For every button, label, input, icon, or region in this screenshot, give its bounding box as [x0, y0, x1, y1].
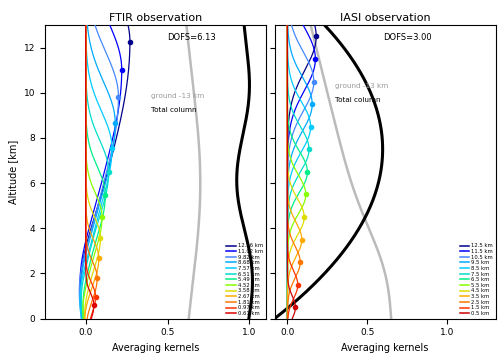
X-axis label: Averaging kernels: Averaging kernels — [112, 343, 199, 353]
Y-axis label: Altitude [km]: Altitude [km] — [8, 140, 18, 204]
Text: Total column: Total column — [151, 107, 197, 113]
Text: DOFS=3.00: DOFS=3.00 — [383, 33, 432, 42]
Title: FTIR observation: FTIR observation — [109, 13, 202, 23]
Legend: 12.5 km, 11.5 km, 10.5 km, 9.5 km, 8.5 km, 7.5 km, 6.5 km, 5.5 km, 4.5 km, 3.5 k: 12.5 km, 11.5 km, 10.5 km, 9.5 km, 8.5 k… — [460, 243, 493, 316]
Text: ground -13 km: ground -13 km — [336, 83, 388, 89]
Title: IASI observation: IASI observation — [340, 13, 430, 23]
Text: Total column: Total column — [336, 97, 381, 103]
Text: DOFS=6.13: DOFS=6.13 — [167, 33, 216, 42]
Legend: 12.26 km, 11.02 km, 9.82 km, 8.68 km, 7.57 km, 6.51 km, 5.49 km, 4.52 km, 3.58 k: 12.26 km, 11.02 km, 9.82 km, 8.68 km, 7.… — [227, 243, 263, 316]
X-axis label: Averaging kernels: Averaging kernels — [341, 343, 429, 353]
Text: ground -13 km: ground -13 km — [151, 93, 205, 99]
